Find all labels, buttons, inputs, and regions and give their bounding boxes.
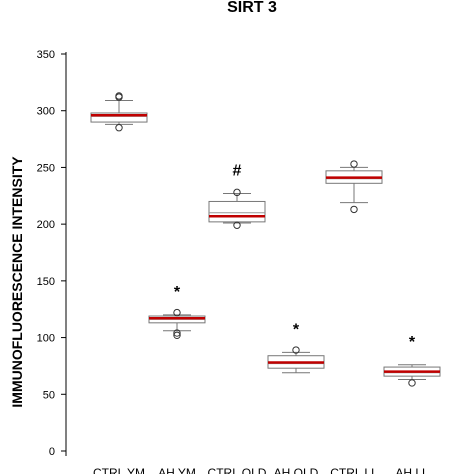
outlier-point <box>233 188 241 197</box>
x-tick-label: AH YM <box>158 466 196 474</box>
significance-marker: * <box>293 321 300 338</box>
iqr-box <box>208 200 266 223</box>
x-tick-label: AH LL <box>395 466 429 474</box>
y-tick-label: 200 <box>37 219 55 231</box>
box-3: # <box>208 163 266 229</box>
y-axis-ticks: 0 50 100 150 200 250 300 350 <box>37 49 66 458</box>
outlier-point <box>115 124 123 132</box>
y-tick-label: 150 <box>37 276 55 288</box>
iqr-box <box>90 112 148 123</box>
significance-marker: # <box>233 163 242 180</box>
outlier-point <box>292 346 300 354</box>
significance-marker: * <box>174 284 181 301</box>
y-tick-label: 0 <box>49 446 55 458</box>
significance-marker: * <box>409 334 416 351</box>
x-tick-label: CTRL LL <box>330 466 378 474</box>
outlier-point <box>173 308 181 317</box>
y-axis-label: IMMUNOFLUORESCENCE INTENSITY <box>9 156 25 408</box>
box-1 <box>90 92 148 132</box>
y-tick-label: 250 <box>37 162 55 174</box>
chart-title: SIRT 3 <box>227 0 277 16</box>
outlier-point <box>115 92 123 100</box>
outlier-point <box>173 329 181 337</box>
x-tick-label: AH OLD <box>274 466 319 474</box>
outlier-point <box>408 379 416 387</box>
outlier-point <box>233 221 241 229</box>
outlier-point <box>350 205 358 214</box>
y-tick-label: 300 <box>37 106 55 118</box>
box-5 <box>325 160 383 214</box>
y-tick-label: 100 <box>37 333 55 345</box>
outlier-point <box>350 160 358 168</box>
x-tick-label: CTRL OLD <box>208 466 267 474</box>
boxes-group: * # * * <box>90 92 441 387</box>
box-6: * <box>383 334 441 387</box>
x-tick-label: CTRL YM <box>93 466 145 474</box>
box-2: * <box>148 284 206 340</box>
y-tick-label: 350 <box>37 49 55 61</box>
y-tick-label: 50 <box>43 389 55 401</box>
x-axis-labels: CTRL YM AH YM CTRL OLD AH OLD CTRL LL AH LL <box>93 466 429 474</box>
outlier-point <box>173 331 181 340</box>
box-4: * <box>267 321 325 374</box>
